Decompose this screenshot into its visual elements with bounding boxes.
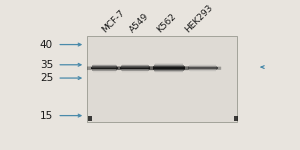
Bar bbox=[153, 68, 185, 69]
Bar bbox=[153, 69, 184, 70]
Bar bbox=[91, 67, 118, 68]
Bar bbox=[122, 64, 148, 65]
Bar bbox=[188, 67, 218, 68]
Bar bbox=[120, 67, 150, 68]
Bar bbox=[93, 64, 116, 65]
Bar bbox=[234, 116, 238, 121]
Bar bbox=[153, 68, 185, 69]
FancyBboxPatch shape bbox=[216, 67, 221, 70]
Bar bbox=[154, 70, 184, 71]
Bar bbox=[92, 69, 117, 70]
Bar bbox=[122, 72, 148, 73]
Text: MCF-7: MCF-7 bbox=[100, 9, 126, 35]
Bar bbox=[154, 71, 183, 72]
Bar bbox=[189, 70, 216, 71]
Bar bbox=[154, 65, 184, 66]
Bar bbox=[122, 71, 148, 72]
Bar bbox=[92, 70, 116, 71]
FancyBboxPatch shape bbox=[87, 66, 92, 70]
Bar bbox=[190, 64, 216, 65]
Text: HEK293: HEK293 bbox=[183, 3, 215, 35]
FancyBboxPatch shape bbox=[148, 66, 154, 70]
Bar bbox=[153, 69, 185, 70]
Bar bbox=[154, 64, 183, 65]
Bar bbox=[120, 68, 150, 69]
Bar bbox=[122, 65, 149, 66]
FancyBboxPatch shape bbox=[116, 66, 121, 70]
Bar bbox=[93, 71, 116, 72]
Text: 35: 35 bbox=[40, 60, 53, 70]
Bar bbox=[88, 116, 92, 121]
Bar bbox=[92, 65, 116, 66]
Bar bbox=[153, 66, 184, 67]
Bar bbox=[122, 70, 149, 71]
Bar bbox=[88, 36, 238, 122]
Bar bbox=[188, 68, 218, 69]
Bar bbox=[153, 67, 185, 68]
Bar bbox=[92, 66, 117, 67]
Bar bbox=[188, 67, 218, 68]
Bar bbox=[155, 63, 183, 64]
Bar bbox=[154, 71, 183, 72]
FancyBboxPatch shape bbox=[184, 67, 189, 70]
Bar bbox=[190, 71, 216, 72]
Bar bbox=[190, 71, 216, 72]
Text: 15: 15 bbox=[40, 111, 53, 121]
Bar bbox=[155, 72, 183, 73]
FancyBboxPatch shape bbox=[184, 66, 189, 70]
Bar bbox=[188, 66, 217, 67]
FancyBboxPatch shape bbox=[116, 66, 121, 70]
FancyBboxPatch shape bbox=[148, 66, 154, 70]
Text: K562: K562 bbox=[155, 12, 178, 35]
Bar bbox=[121, 66, 150, 67]
Bar bbox=[154, 64, 183, 65]
Bar bbox=[91, 68, 118, 69]
Bar bbox=[189, 65, 216, 66]
Text: 40: 40 bbox=[40, 40, 53, 50]
Bar bbox=[189, 65, 216, 66]
Bar bbox=[120, 68, 150, 69]
Bar bbox=[188, 69, 217, 70]
Bar bbox=[121, 69, 150, 70]
Bar bbox=[91, 68, 118, 69]
Bar bbox=[93, 72, 116, 73]
Text: A549: A549 bbox=[128, 12, 150, 35]
Bar bbox=[153, 67, 185, 68]
Bar bbox=[188, 68, 218, 69]
Bar bbox=[154, 65, 184, 66]
Bar bbox=[155, 63, 183, 64]
Text: 25: 25 bbox=[40, 73, 53, 83]
Bar bbox=[153, 66, 185, 67]
